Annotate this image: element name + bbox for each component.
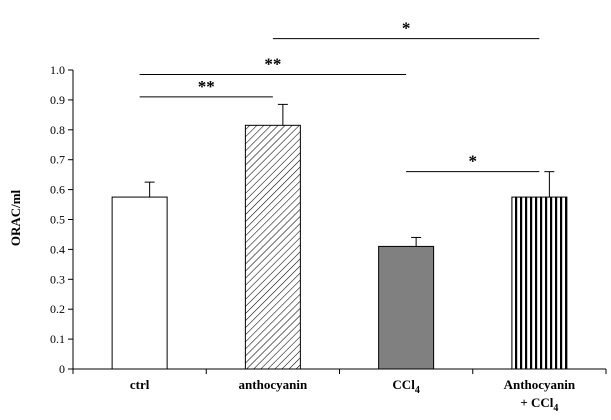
y-axis-title: ORAC/ml — [8, 189, 23, 246]
category-text: CCl — [392, 377, 415, 392]
y-tick-label: 0.3 — [50, 272, 65, 286]
x-category-label: CCl4 — [392, 377, 419, 396]
x-category-label: Anthocyanin — [504, 377, 576, 392]
bar — [244, 124, 301, 370]
bar — [111, 196, 168, 370]
significance-label: ** — [198, 77, 215, 96]
category-text: Anthocyanin — [504, 377, 576, 392]
y-tick-label: 0.9 — [50, 93, 65, 107]
category-subscript: 4 — [553, 403, 558, 414]
bar — [511, 196, 568, 370]
y-tick-label: 0.8 — [50, 123, 65, 137]
significance-label: ** — [264, 54, 281, 73]
x-category-label: ctrl — [130, 377, 150, 392]
y-tick-label: 0 — [59, 362, 65, 376]
category-subscript: 4 — [415, 385, 420, 396]
category-text: ctrl — [130, 377, 150, 392]
category-text: + CCl — [520, 395, 553, 410]
y-tick-label: 1.0 — [50, 63, 65, 77]
bar — [378, 245, 435, 370]
y-tick-label: 0.4 — [50, 242, 65, 256]
y-tick-label: 0.1 — [50, 332, 65, 346]
significance-label: * — [402, 19, 411, 38]
y-tick-label: 0.2 — [50, 302, 65, 316]
y-tick-label: 0.7 — [50, 153, 65, 167]
x-category-label: anthocyanin — [239, 377, 308, 392]
x-category-label-line2: + CCl4 — [520, 395, 558, 414]
y-tick-label: 0.6 — [50, 183, 65, 197]
y-tick-label: 0.5 — [50, 213, 65, 227]
significance-label: * — [469, 152, 478, 171]
category-text: anthocyanin — [239, 377, 308, 392]
